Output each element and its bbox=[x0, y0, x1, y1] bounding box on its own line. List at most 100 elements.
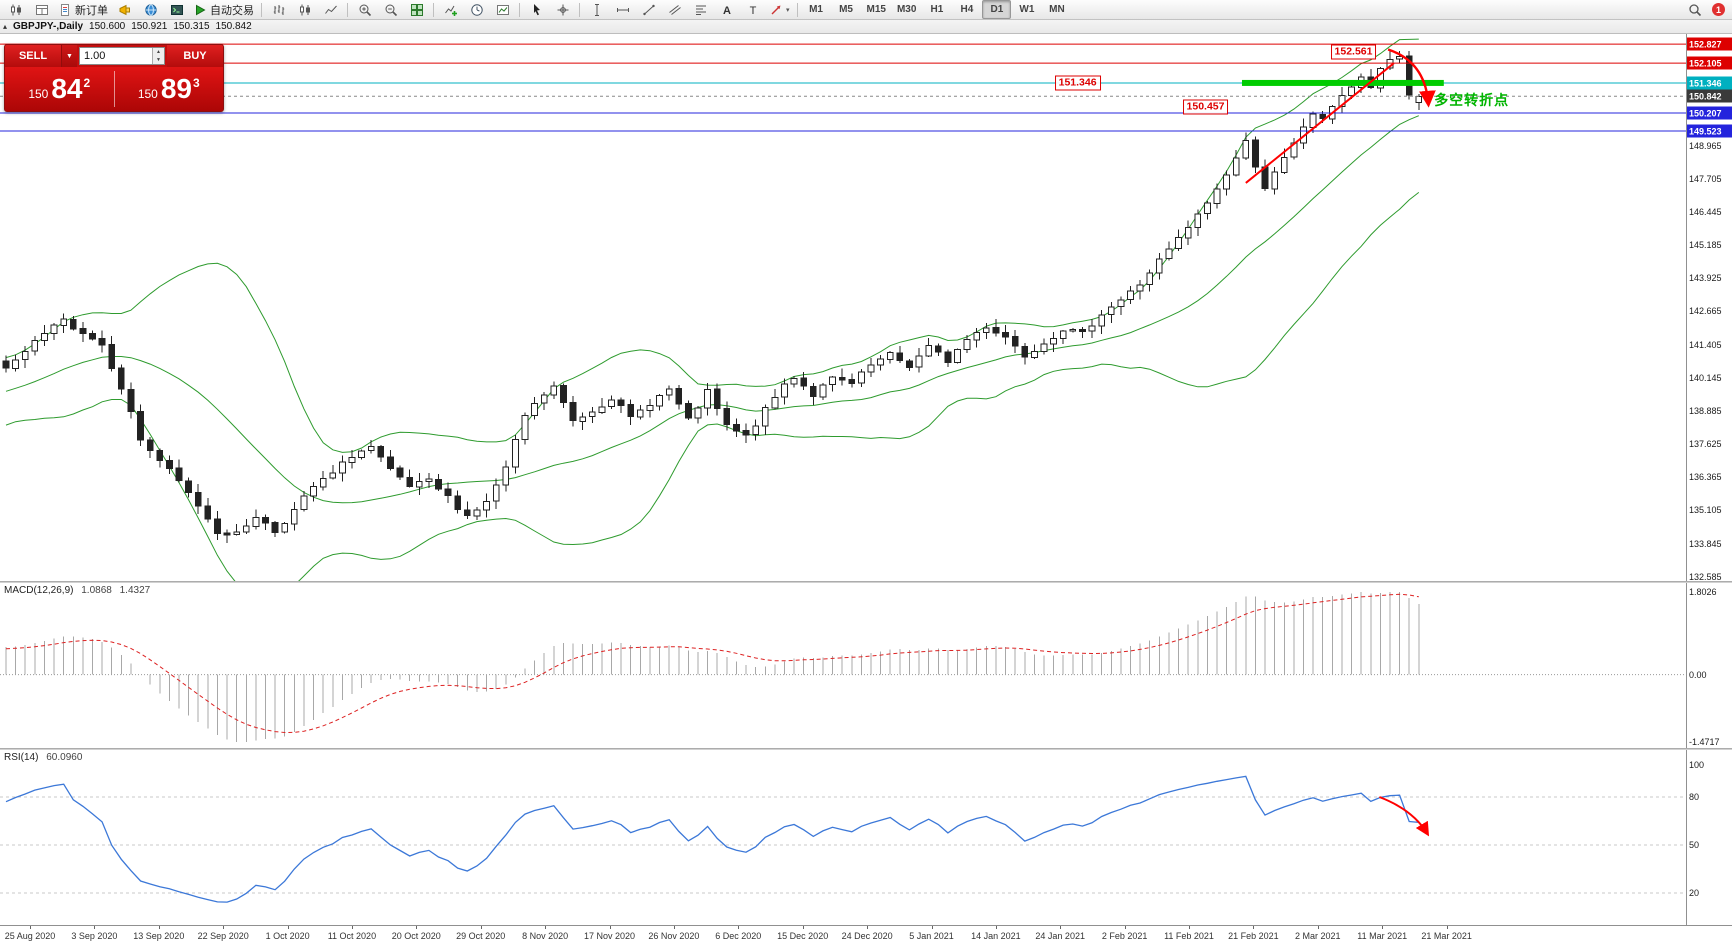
reversal-arrow[interactable] bbox=[1387, 48, 1436, 108]
line-chart-mode-button[interactable] bbox=[318, 0, 343, 19]
time-axis-tick bbox=[351, 926, 353, 929]
layout-grid-icon bbox=[35, 3, 49, 17]
panel-separator-macd-rsi[interactable] bbox=[0, 748, 1732, 750]
price-scale-label: 143.925 bbox=[1689, 273, 1722, 284]
timeframe-h4-button[interactable]: H4 bbox=[960, 4, 974, 15]
notification-badge[interactable]: 1 bbox=[1712, 3, 1725, 16]
collapse-triangle-icon: ▴ bbox=[3, 22, 8, 31]
rsi-plot[interactable] bbox=[0, 775, 1686, 903]
profiles-button[interactable] bbox=[29, 0, 54, 19]
rsi-name: RSI(14) bbox=[4, 752, 39, 763]
rsi-scale-label: 20 bbox=[1689, 888, 1700, 898]
timeframe-m15-button[interactable]: M15 bbox=[866, 4, 886, 15]
timeframe-m30-button[interactable]: M30 bbox=[896, 4, 917, 15]
channel-tool-button[interactable] bbox=[662, 0, 687, 19]
vertical-line-tool-button[interactable] bbox=[584, 0, 609, 19]
toolbar-separator bbox=[579, 2, 580, 17]
data-window-button[interactable] bbox=[164, 0, 189, 19]
trendline-tool-button[interactable] bbox=[636, 0, 661, 19]
cursor-button[interactable] bbox=[524, 0, 549, 19]
zoom-out-icon bbox=[384, 3, 398, 17]
price-scale-label: 132.585 bbox=[1689, 571, 1722, 582]
volume-stepper[interactable]: ▲ ▼ bbox=[152, 48, 164, 64]
green-highlight-line[interactable] bbox=[1241, 79, 1444, 86]
new-order-label: 新订单 bbox=[75, 4, 108, 17]
timeframe-m5-button[interactable]: M5 bbox=[839, 4, 853, 15]
panel-separator-main-macd[interactable] bbox=[0, 581, 1732, 583]
macd-plot[interactable] bbox=[0, 592, 1686, 743]
spinner-up-icon[interactable]: ▲ bbox=[153, 48, 164, 56]
ohlc-close: 150.842 bbox=[215, 21, 252, 32]
label-t-icon: T bbox=[746, 3, 760, 17]
timeframe-w1-button[interactable]: W1 bbox=[1019, 4, 1035, 15]
svg-text:T: T bbox=[749, 5, 756, 17]
periods-button[interactable] bbox=[464, 0, 489, 19]
timeframe-h1-button[interactable]: H1 bbox=[930, 4, 944, 15]
sell-button[interactable]: SELL bbox=[5, 45, 61, 67]
time-axis-tick bbox=[94, 926, 96, 929]
label-tool-button[interactable]: T bbox=[740, 0, 765, 19]
fibonacci-tool-button[interactable] bbox=[688, 0, 713, 19]
terminal-icon bbox=[170, 3, 184, 17]
new-chart-button[interactable] bbox=[3, 0, 28, 19]
time-axis-label: 22 Sep 2020 bbox=[197, 931, 249, 941]
zoom-out-button[interactable] bbox=[378, 0, 403, 19]
order-type-dropdown[interactable]: ▼ bbox=[61, 45, 77, 67]
price-annotation-152-561[interactable]: 152.561 bbox=[1330, 44, 1377, 60]
price-annotation-150-457[interactable]: 150.457 bbox=[1182, 99, 1229, 115]
time-axis-tick bbox=[1253, 926, 1255, 929]
price-scale[interactable]: 148.965 147.705 146.445 145.185 143.925 142.6… bbox=[1686, 0, 1732, 925]
time-axis-label: 11 Feb 2021 bbox=[1164, 931, 1214, 941]
macd-main-value: 1.0868 bbox=[81, 585, 112, 596]
timeframe-d1-button[interactable]: D1 bbox=[982, 0, 1012, 19]
time-axis-tick bbox=[1124, 926, 1126, 929]
time-axis-tick bbox=[30, 926, 31, 929]
candlestick-mode-button[interactable] bbox=[292, 0, 317, 19]
price-chart-surface[interactable] bbox=[0, 0, 1686, 942]
spinner-down-icon[interactable]: ▼ bbox=[153, 56, 164, 64]
bar-chart-mode-button[interactable] bbox=[266, 0, 291, 19]
timeframe-mn-button[interactable]: MN bbox=[1049, 4, 1065, 15]
price-scale-label: 140.145 bbox=[1689, 372, 1722, 383]
price-scale-label: 137.625 bbox=[1689, 439, 1722, 450]
buy-price[interactable]: 150 89 3 bbox=[115, 67, 224, 111]
buy-price-big: 89 bbox=[160, 73, 192, 104]
price-annotation-151-346[interactable]: 151.346 bbox=[1054, 75, 1101, 91]
crosshair-button[interactable] bbox=[550, 0, 575, 19]
time-axis[interactable]: 25 Aug 2020 3 Sep 2020 13 Sep 2020 22 Sep 2… bbox=[0, 925, 1732, 942]
arrows-tool-button[interactable]: ▾ bbox=[766, 0, 793, 19]
chart-line-icon bbox=[324, 3, 338, 17]
bollinger-upper-line bbox=[5, 38, 1419, 453]
search-button[interactable] bbox=[1682, 0, 1707, 19]
price-divider bbox=[113, 71, 115, 107]
main-plot[interactable] bbox=[0, 38, 1686, 597]
tile-windows-button[interactable] bbox=[404, 0, 429, 19]
time-axis-tick bbox=[609, 926, 611, 929]
text-tool-button[interactable]: A bbox=[714, 0, 739, 19]
sell-price-big: 84 bbox=[51, 73, 83, 104]
timeframe-m1-button[interactable]: M1 bbox=[809, 4, 823, 15]
rsi-line bbox=[5, 775, 1419, 903]
support-trendline[interactable] bbox=[1245, 62, 1395, 184]
indicators-button[interactable] bbox=[438, 0, 463, 19]
auto-trading-button[interactable]: 自动交易 bbox=[190, 0, 257, 19]
rsi-down-arrow[interactable] bbox=[1379, 796, 1430, 837]
volume-input[interactable]: 1.00 ▲ ▼ bbox=[79, 47, 165, 65]
new-order-button[interactable]: 新订单 bbox=[55, 0, 111, 19]
sell-price[interactable]: 150 84 2 bbox=[5, 67, 114, 111]
text-a-icon: A bbox=[720, 3, 734, 17]
megaphone-icon bbox=[118, 3, 132, 17]
templates-button[interactable] bbox=[490, 0, 515, 19]
market-watch-button[interactable] bbox=[112, 0, 137, 19]
horizontal-line-tool-button[interactable] bbox=[610, 0, 635, 19]
time-axis-label: 13 Sep 2020 bbox=[133, 931, 185, 941]
time-axis-label: 1 Oct 2020 bbox=[265, 931, 310, 941]
buy-button[interactable]: BUY bbox=[167, 45, 223, 67]
turning-point-note[interactable]: 多空转折点 bbox=[1434, 91, 1510, 108]
chart-symbol-period: GBPJPY-,Daily bbox=[13, 21, 84, 32]
community-button[interactable] bbox=[138, 0, 163, 19]
zoom-in-button[interactable] bbox=[352, 0, 377, 19]
price-tag-150-207: 150.207 bbox=[1686, 106, 1732, 120]
